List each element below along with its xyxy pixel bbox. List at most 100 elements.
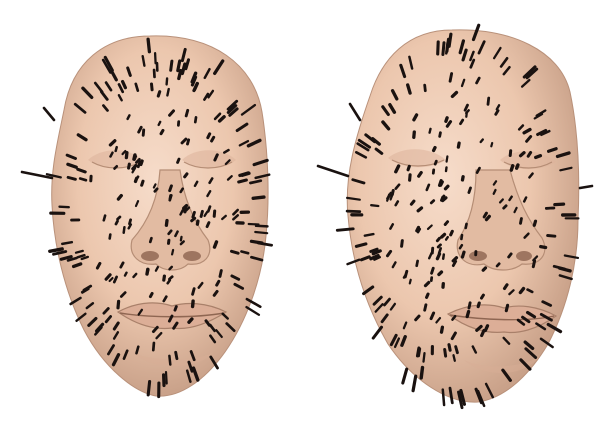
landmark-marker — [495, 104, 501, 111]
landmark-marker — [471, 345, 478, 354]
landmark-marker — [518, 151, 526, 158]
landmark-marker — [369, 253, 380, 261]
landmark-marker — [150, 82, 154, 92]
landmark-marker — [245, 305, 261, 316]
landmark-marker — [223, 148, 230, 154]
landmark-marker — [208, 177, 214, 185]
landmark-marker — [435, 317, 442, 324]
landmark-marker — [498, 198, 504, 204]
landmark-marker — [206, 132, 212, 140]
landmark-marker — [174, 230, 179, 238]
landmark-marker — [122, 226, 126, 234]
landmark-marker — [119, 261, 125, 269]
landmark-marker — [186, 138, 191, 146]
landmark-marker — [87, 316, 98, 327]
landmark-marker — [103, 55, 114, 72]
landmark-marker — [417, 171, 423, 178]
landmark-marker — [381, 105, 390, 117]
landmark-marker — [483, 324, 490, 333]
landmark-marker — [195, 219, 200, 226]
landmark-marker — [156, 90, 162, 98]
landmark-marker — [76, 253, 86, 259]
landmark-marker — [515, 163, 520, 170]
landmark-marker — [356, 142, 370, 152]
landmark-marker — [415, 259, 419, 268]
landmark-marker — [362, 285, 375, 296]
landmark-marker — [180, 62, 187, 76]
landmark-marker — [374, 303, 384, 313]
eyelid-left — [391, 159, 445, 167]
landmark-marker — [476, 301, 481, 309]
landmark-marker — [372, 295, 383, 306]
landmark-marker — [20, 170, 54, 180]
eye-socket-right — [182, 150, 236, 169]
landmark-marker — [107, 344, 115, 356]
landmark-marker — [124, 150, 129, 160]
landmark-marker — [445, 155, 449, 163]
landmark-marker — [346, 196, 361, 201]
landmark-marker — [539, 244, 548, 250]
landmark-marker — [416, 227, 422, 234]
landmark-marker — [203, 92, 210, 101]
landmark-marker — [81, 86, 94, 100]
landmark-marker — [85, 302, 95, 310]
landmark-marker — [495, 262, 501, 268]
landmark-marker — [213, 112, 222, 121]
landmark-marker — [492, 188, 497, 195]
landmark-marker — [439, 180, 444, 187]
landmark-marker — [108, 139, 117, 147]
landmark-marker — [94, 322, 105, 333]
landmark-marker — [406, 83, 412, 95]
landmark-marker — [540, 129, 551, 137]
landmark-marker — [213, 153, 219, 162]
landmark-marker — [102, 104, 109, 112]
landmark-marker — [78, 177, 88, 182]
landmark-marker — [42, 106, 56, 122]
landmark-marker — [230, 249, 240, 255]
landmark-marker — [226, 104, 238, 114]
landmark-marker — [555, 151, 571, 159]
landmark-marker — [476, 389, 486, 408]
landmark-marker — [141, 55, 146, 67]
nose — [130, 169, 211, 271]
landmark-marker — [191, 287, 196, 296]
landmark-marker — [123, 271, 128, 277]
landmark-marker — [535, 109, 547, 117]
landmark-marker — [480, 328, 486, 338]
landmark-marker — [381, 120, 391, 131]
landmark-marker — [187, 317, 194, 324]
landmark-marker — [101, 58, 112, 74]
landmark-marker — [444, 166, 448, 173]
landmark-marker — [402, 321, 408, 330]
landmark-marker — [224, 159, 231, 166]
landmark-marker — [207, 89, 215, 99]
landmark-marker — [448, 72, 454, 83]
landmark-marker — [148, 236, 153, 244]
landmark-marker — [419, 365, 425, 380]
landmark-marker — [501, 368, 512, 382]
landmark-marker — [240, 250, 250, 255]
landmark-marker — [168, 184, 173, 193]
landmark-marker — [546, 147, 558, 153]
landmark-marker — [536, 129, 548, 136]
landmark-marker — [69, 296, 82, 306]
landmark-marker — [402, 272, 408, 279]
landmark-marker — [58, 205, 70, 209]
landmark-marker — [238, 171, 250, 178]
landmark-marker — [190, 299, 195, 309]
landmark-marker — [456, 141, 461, 149]
landmark-marker — [153, 52, 157, 65]
landmark-marker — [451, 259, 458, 268]
landmark-marker — [180, 137, 188, 145]
landmark-marker — [131, 166, 137, 174]
landmark-marker — [184, 206, 191, 212]
landmark-marker — [406, 164, 411, 172]
landmark-marker — [444, 116, 449, 123]
landmark-marker — [351, 178, 366, 185]
landmark-marker — [254, 224, 269, 228]
landmark-marker — [508, 195, 513, 202]
landmark-marker — [393, 337, 401, 349]
landmark-marker — [518, 286, 526, 295]
landmark-marker — [116, 193, 123, 201]
